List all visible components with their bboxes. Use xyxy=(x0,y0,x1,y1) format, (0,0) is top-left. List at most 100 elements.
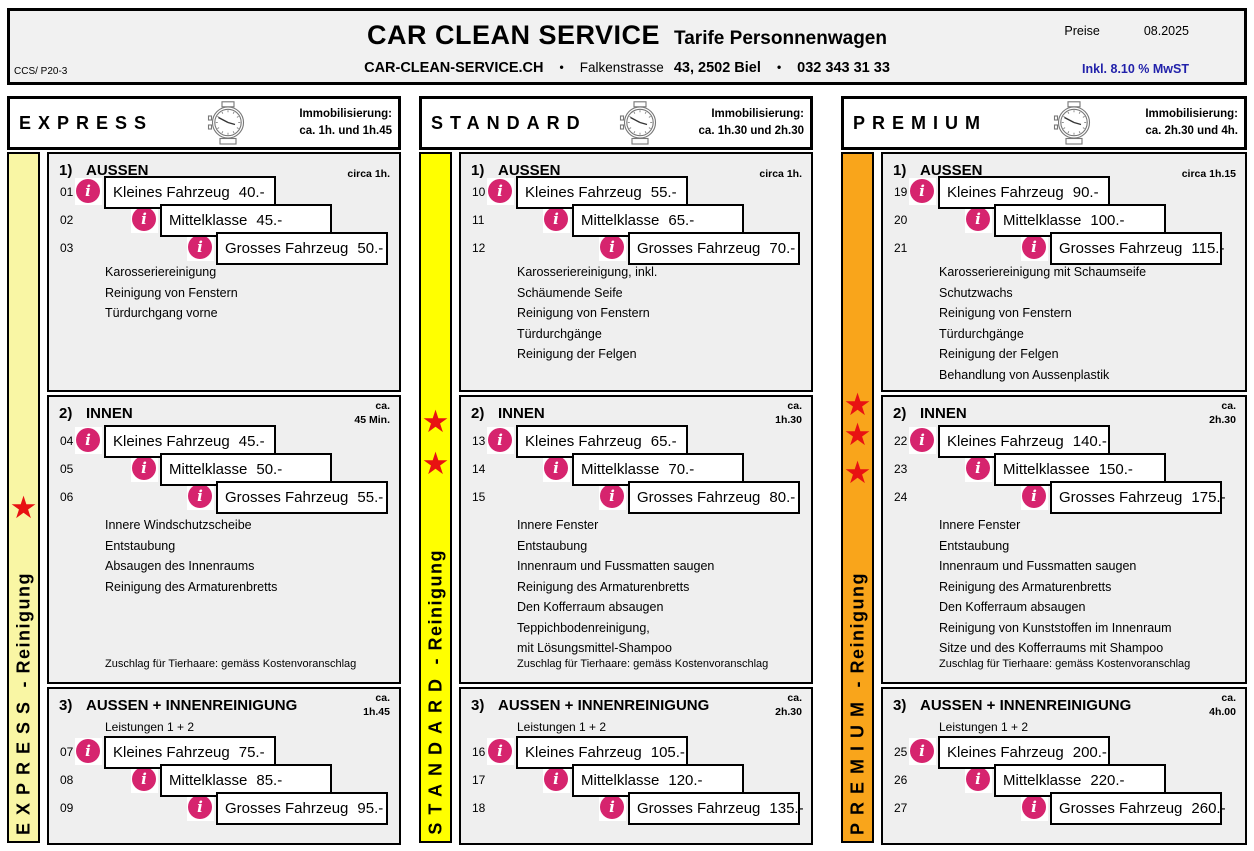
panel-content: 1) AUSSEN circa 1h. 10 i Kleines Fahrzeug 55… xyxy=(459,152,813,845)
feature-line: Schäumende Seife xyxy=(517,285,623,300)
service-row: 05 i Mittelklasse 50.- xyxy=(51,453,397,486)
section-heading: 1) AUSSEN xyxy=(471,162,561,179)
info-icon: i xyxy=(910,739,934,763)
section-heading: 3) AUSSEN + INNENREINIGUNG xyxy=(59,697,297,714)
price-rows: 04 i Kleines Fahrzeug 45.- 05 i Mittelklasse 50… xyxy=(51,425,397,515)
tariff-panels: EXPRESS xyxy=(7,96,1247,845)
section-number: 3) xyxy=(893,697,907,714)
sidebar-standard: STANDARD - Reinigung ★ ★ xyxy=(419,152,452,843)
info-icon: i xyxy=(188,484,212,508)
service-row: 25 i Kleines Fahrzeug 200.- xyxy=(885,736,1243,769)
info-icon: i xyxy=(488,428,512,452)
section-number: 2) xyxy=(59,405,73,422)
row-number: 03 xyxy=(60,241,74,255)
star-icon: ★ xyxy=(421,446,450,481)
watch-icon xyxy=(616,101,664,145)
section-name: INNEN xyxy=(498,405,545,422)
sidebar-brand: PREMIUM xyxy=(847,694,867,835)
row-number: 09 xyxy=(60,801,74,815)
feature-line: Innenraum und Fussmatten saugen xyxy=(517,559,715,573)
row-number: 21 xyxy=(894,241,908,255)
price-box: Mittelklasse 50.- xyxy=(160,453,332,486)
row-number: 01 xyxy=(60,185,74,199)
immobilisierung-time: ca. 1h.30 und 2h.30 xyxy=(698,125,804,137)
price-box: Kleines Fahrzeug 65.- xyxy=(516,425,688,458)
vehicle-label: Kleines Fahrzeug xyxy=(947,433,1064,450)
vehicle-label: Grosses Fahrzeug xyxy=(1059,800,1183,817)
price-rows: 13 i Kleines Fahrzeug 65.- 14 i Mittelklasse 70… xyxy=(463,425,809,515)
star-icon: ★ xyxy=(843,417,872,452)
immobilisierung-label: Immobilisierung: xyxy=(1145,108,1238,120)
star-icon: ★ xyxy=(9,490,38,525)
row-number: 17 xyxy=(472,773,486,787)
section-subtitle: Leistungen 1 + 2 xyxy=(517,720,607,734)
sidebar-label: STANDARD - Reinigung xyxy=(425,549,446,835)
street: Falkenstrasse xyxy=(579,60,664,75)
price-value: 200.- xyxy=(1072,744,1107,761)
price-value: 85.- xyxy=(256,772,283,789)
section-name: INNEN xyxy=(86,405,133,422)
section-number: 3) xyxy=(471,697,485,714)
vehicle-label: Mittelklasse xyxy=(581,461,660,478)
panel-title-band: PREMIUM xyxy=(841,96,1247,150)
section-number: 2) xyxy=(471,405,485,422)
section-duration: ca. 2h.30 xyxy=(775,692,802,718)
features-list: Innere Fenster Entstaubung Innenraum und F… xyxy=(517,515,803,659)
immobilisierung-label: Immobilisierung: xyxy=(711,108,804,120)
service-row: 18 i Grosses Fahrzeug 135.- xyxy=(463,792,809,826)
service-row: 04 i Kleines Fahrzeug 45.- xyxy=(51,425,397,458)
section-subtitle: Leistungen 1 + 2 xyxy=(939,720,1029,734)
service-row: 03 i Grosses Fahrzeug 50.- xyxy=(51,232,397,266)
price-box: Grosses Fahrzeug 50.- xyxy=(216,232,388,265)
price-value: 260.- xyxy=(1191,800,1226,817)
section-name: AUSSEN + INNENREINIGUNG xyxy=(920,697,1132,714)
info-icon: i xyxy=(544,767,568,791)
service-row: 13 i Kleines Fahrzeug 65.- xyxy=(463,425,809,458)
service-row: 14 i Mittelklasse 70.- xyxy=(463,453,809,486)
service-row: 19 i Kleines Fahrzeug 90.- xyxy=(885,176,1243,209)
price-box: Grosses Fahrzeug 55.- xyxy=(216,481,388,514)
info-icon: i xyxy=(76,428,100,452)
vehicle-label: Mittelklasse xyxy=(1003,212,1082,229)
service-row: 01 i Kleines Fahrzeug 40.- xyxy=(51,176,397,209)
feature-line: Reinigung des Armaturenbretts xyxy=(517,579,690,594)
watch-icon xyxy=(204,101,252,145)
row-number: 23 xyxy=(894,462,908,476)
price-rows: 16 i Kleines Fahrzeug 105.- 17 i Mittelklasse 1… xyxy=(463,736,809,826)
immobilisierung-block: Immobilisierung: ca. 1h.30 und 2h.30 xyxy=(670,106,810,140)
vehicle-label: Grosses Fahrzeug xyxy=(1059,489,1183,506)
service-row: 10 i Kleines Fahrzeug 55.- xyxy=(463,176,809,209)
features-list: Innere Fenster Entstaubung Innenraum und F… xyxy=(939,515,1237,659)
row-number: 15 xyxy=(472,490,486,504)
column-title: STANDARD xyxy=(431,112,587,133)
info-icon: i xyxy=(76,739,100,763)
website: CAR-CLEAN-SERVICE.CH xyxy=(364,60,544,76)
sidebar-suffix: - Reinigung xyxy=(13,571,33,694)
column-title: PREMIUM xyxy=(853,112,987,133)
info-icon: i xyxy=(132,207,156,231)
vehicle-label: Mittelklasse xyxy=(169,212,248,229)
price-value: 50.- xyxy=(357,240,384,257)
info-icon: i xyxy=(132,456,156,480)
vehicle-label: Mittelklasse xyxy=(169,461,248,478)
address-line: CAR-CLEAN-SERVICE.CH • Falkenstrasse 43,… xyxy=(10,60,1244,76)
panel-title-band: EXPRESS xyxy=(7,96,401,150)
section-number: 1) xyxy=(59,162,73,179)
price-box: Grosses Fahrzeug 95.- xyxy=(216,792,388,825)
price-value: 70.- xyxy=(769,240,796,257)
feature-line: Reinigung von Fenstern xyxy=(517,306,650,320)
phone: 032 343 31 33 xyxy=(797,60,890,76)
price-box: Grosses Fahrzeug 115.- xyxy=(1050,232,1224,265)
price-box: Kleines Fahrzeug 45.- xyxy=(104,425,276,458)
row-number: 02 xyxy=(60,213,74,227)
row-number: 05 xyxy=(60,462,74,476)
row-number: 19 xyxy=(894,185,908,199)
feature-line: Entstaubung xyxy=(939,538,1010,553)
section-name: AUSSEN + INNENREINIGUNG xyxy=(86,697,298,714)
feature-line: Karosseriereinigung mit Schaumseife xyxy=(939,265,1147,279)
feature-line: Den Kofferraum absaugen xyxy=(939,600,1086,614)
section-name: AUSSEN + INNENREINIGUNG xyxy=(498,697,710,714)
features-list: Karosseriereinigung, inkl. Schäumende Sei… xyxy=(517,262,803,365)
section-heading: 2) INNEN xyxy=(59,405,133,422)
service-row: 16 i Kleines Fahrzeug 105.- xyxy=(463,736,809,769)
